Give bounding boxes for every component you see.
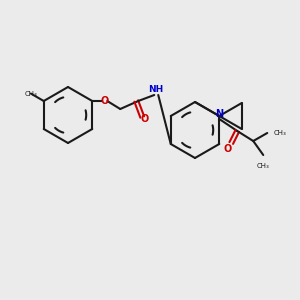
Text: N: N (215, 109, 223, 119)
Text: CH₃: CH₃ (257, 163, 270, 169)
Text: O: O (140, 114, 148, 124)
Text: CH₃: CH₃ (24, 91, 37, 97)
Text: CH₃: CH₃ (273, 130, 286, 136)
Text: NH: NH (148, 85, 164, 94)
Text: O: O (223, 144, 231, 154)
Text: O: O (100, 96, 108, 106)
